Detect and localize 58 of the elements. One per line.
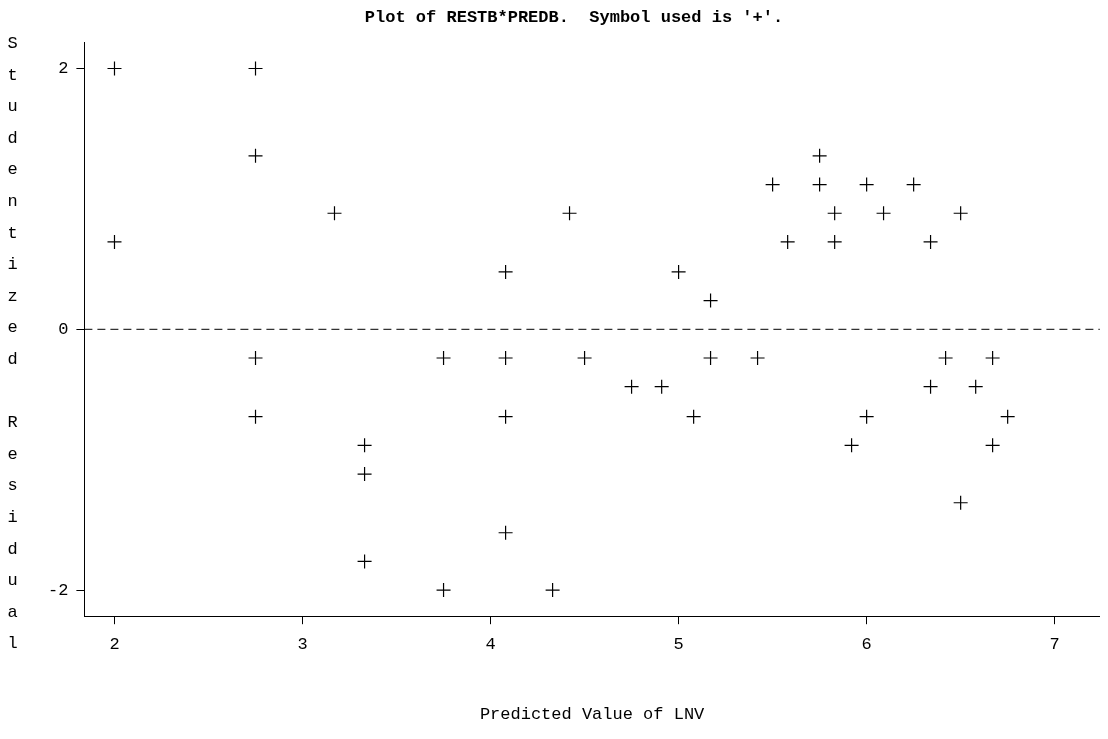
point <box>922 379 939 395</box>
point <box>247 350 264 366</box>
point <box>985 350 1001 366</box>
point <box>545 582 561 598</box>
point <box>827 205 843 221</box>
point <box>906 176 922 193</box>
point <box>576 350 593 366</box>
point <box>875 205 892 221</box>
x-tick-label: 2 <box>109 634 120 654</box>
point <box>938 350 954 366</box>
point <box>247 148 264 164</box>
point <box>686 409 702 425</box>
point <box>623 379 640 395</box>
point <box>356 553 373 570</box>
point <box>356 466 373 482</box>
point <box>106 60 123 77</box>
x-tick-label: 6 <box>861 634 872 654</box>
chart-title: Plot of RESTB*PREDB. Symbol used is '+'. <box>364 8 784 28</box>
point <box>702 293 719 309</box>
point <box>106 234 123 250</box>
point <box>922 234 939 250</box>
point <box>765 176 781 193</box>
point <box>859 409 875 425</box>
point <box>326 205 343 221</box>
point <box>953 495 969 511</box>
point <box>859 176 875 193</box>
x-tick-label: 5 <box>673 634 684 654</box>
point <box>985 437 1001 453</box>
point <box>654 379 670 395</box>
y-tick-label: 2 <box>58 58 69 78</box>
point <box>498 350 514 366</box>
x-tick-label: 7 <box>1049 634 1060 654</box>
point <box>749 350 766 366</box>
point <box>498 409 514 425</box>
y-tick-label: -2 <box>48 580 69 600</box>
point <box>843 437 860 453</box>
x-tick-label: 3 <box>297 634 308 654</box>
point <box>812 176 828 193</box>
point <box>953 205 969 221</box>
point <box>247 60 264 77</box>
point <box>827 234 843 250</box>
point <box>1000 409 1016 425</box>
point <box>498 264 514 280</box>
point <box>356 437 373 453</box>
point <box>812 148 828 164</box>
point <box>780 234 796 250</box>
point <box>435 582 452 598</box>
x-axis-title: Predicted Value of LNV <box>479 705 706 725</box>
point <box>498 525 514 541</box>
y-axis-title: Studentized Residual <box>3 34 22 666</box>
point <box>435 350 452 366</box>
point <box>671 264 687 280</box>
point <box>968 379 984 395</box>
x-tick-label: 4 <box>485 634 496 654</box>
y-tick-label: 0 <box>58 319 69 339</box>
point <box>247 409 264 425</box>
point <box>702 350 719 366</box>
point <box>561 205 578 221</box>
